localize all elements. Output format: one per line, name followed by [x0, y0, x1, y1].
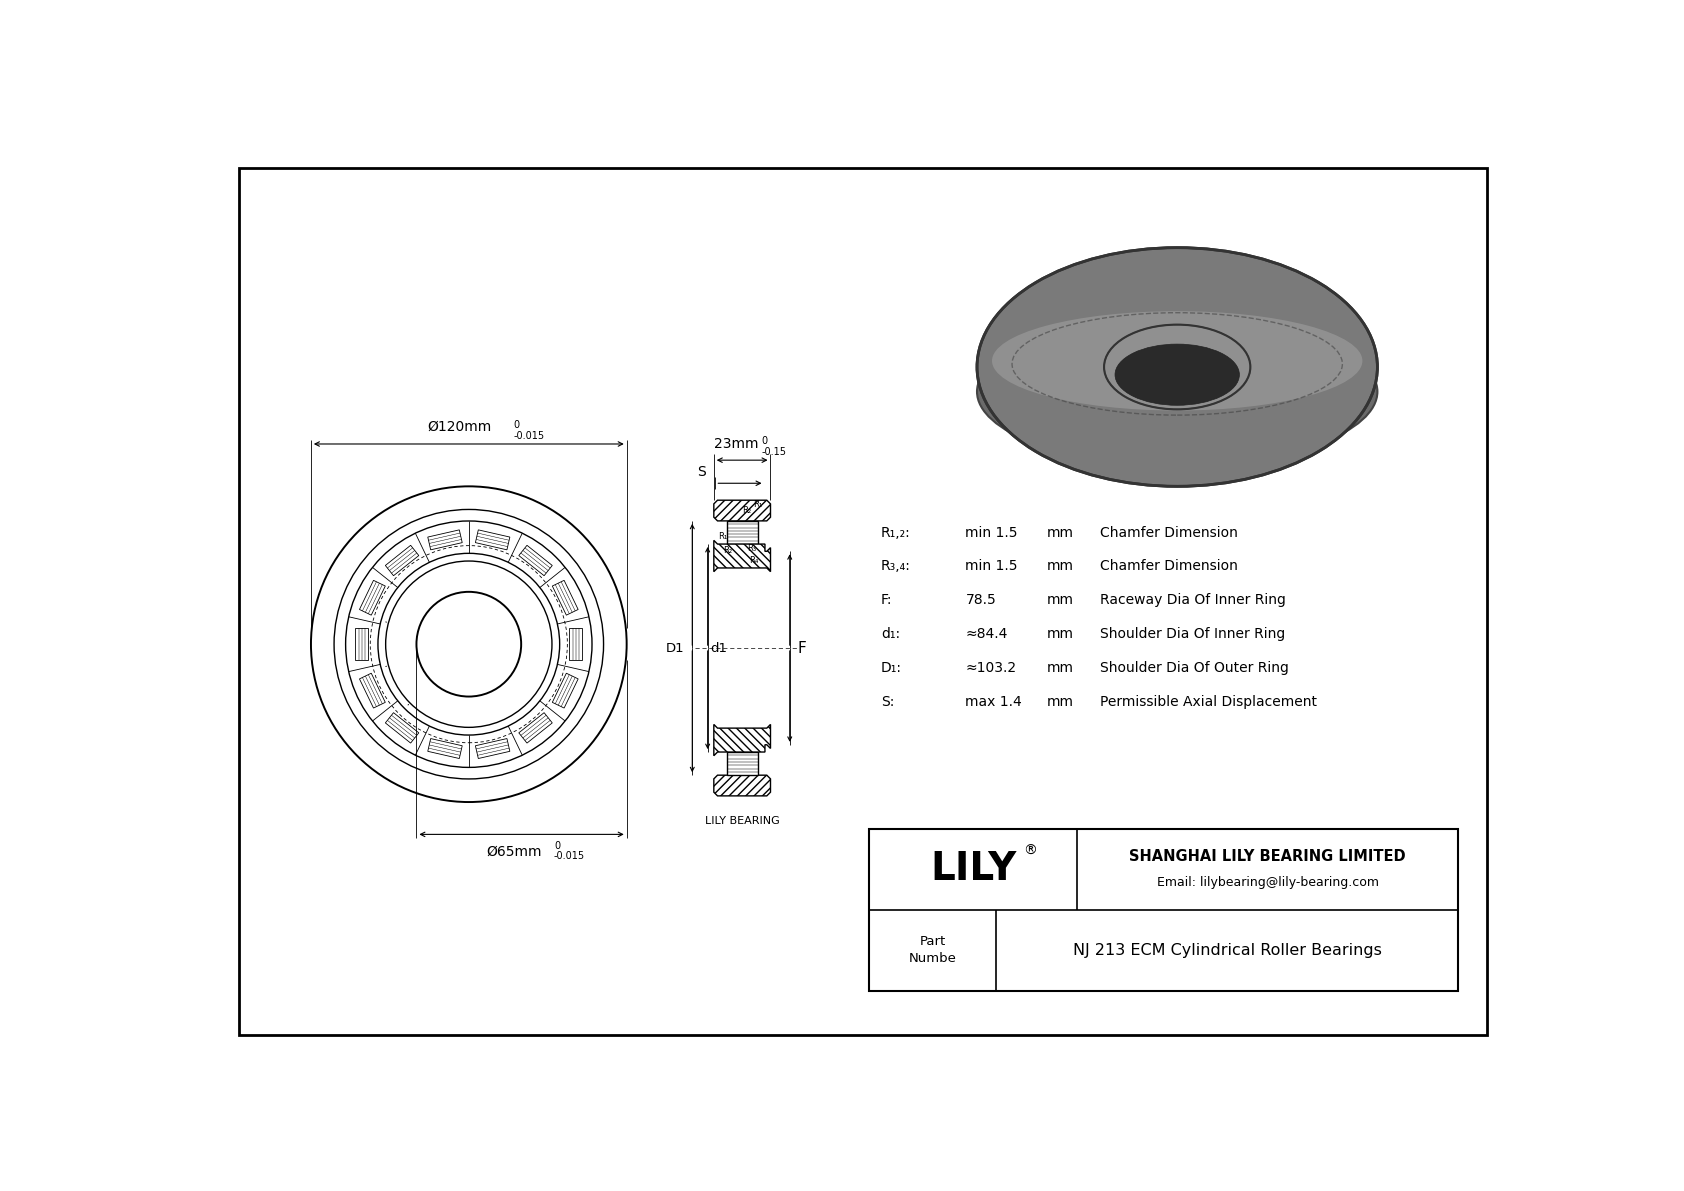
Ellipse shape: [992, 311, 1362, 411]
Text: LILY BEARING: LILY BEARING: [706, 816, 780, 825]
Text: min 1.5: min 1.5: [965, 525, 1017, 540]
Text: mm: mm: [1046, 628, 1073, 641]
Text: 0: 0: [761, 436, 768, 447]
Text: mm: mm: [1046, 560, 1073, 573]
Text: d₁:: d₁:: [881, 628, 899, 641]
Text: Raceway Dia Of Inner Ring: Raceway Dia Of Inner Ring: [1100, 593, 1287, 607]
Text: SHANGHAI LILY BEARING LIMITED: SHANGHAI LILY BEARING LIMITED: [1130, 849, 1406, 863]
Text: D₁:: D₁:: [881, 661, 901, 675]
Text: 0: 0: [554, 841, 561, 850]
Text: mm: mm: [1046, 661, 1073, 675]
Text: LILY: LILY: [930, 850, 1015, 888]
Text: Shoulder Dia Of Inner Ring: Shoulder Dia Of Inner Ring: [1100, 628, 1285, 641]
Text: Permissible Axial Displacement: Permissible Axial Displacement: [1100, 694, 1317, 709]
Text: R₁,₂:: R₁,₂:: [881, 525, 911, 540]
Text: F:: F:: [881, 593, 893, 607]
Text: min 1.5: min 1.5: [965, 560, 1017, 573]
Text: Chamfer Dimension: Chamfer Dimension: [1100, 560, 1238, 573]
Text: S: S: [697, 464, 706, 479]
Text: 78.5: 78.5: [965, 593, 997, 607]
Bar: [726, 752, 758, 775]
Text: S:: S:: [881, 694, 894, 709]
Text: F: F: [798, 641, 807, 655]
Text: mm: mm: [1046, 593, 1073, 607]
Polygon shape: [714, 500, 771, 520]
Text: ®: ®: [1024, 844, 1037, 858]
Text: R₂: R₂: [743, 506, 751, 516]
Text: 0: 0: [514, 420, 520, 430]
Text: Email: lilybearing@lily-bearing.com: Email: lilybearing@lily-bearing.com: [1157, 877, 1379, 888]
Text: Shoulder Dia Of Outer Ring: Shoulder Dia Of Outer Ring: [1100, 661, 1288, 675]
Text: -0.15: -0.15: [761, 447, 786, 457]
Text: ≈84.4: ≈84.4: [965, 628, 1007, 641]
Text: R₄: R₄: [749, 556, 758, 566]
Polygon shape: [714, 724, 771, 756]
Polygon shape: [714, 775, 771, 796]
Text: Ø120mm: Ø120mm: [428, 420, 492, 434]
Text: Part
Numbe: Part Numbe: [909, 935, 957, 965]
Text: Chamfer Dimension: Chamfer Dimension: [1100, 525, 1238, 540]
Text: d1: d1: [711, 642, 727, 655]
Ellipse shape: [1105, 325, 1250, 410]
Bar: [869, 829, 1458, 991]
Text: R₁: R₁: [717, 532, 727, 541]
Text: R₃: R₃: [746, 544, 756, 553]
Bar: [726, 520, 758, 544]
Text: 23mm: 23mm: [714, 437, 758, 451]
Ellipse shape: [1115, 344, 1239, 405]
Text: mm: mm: [1046, 694, 1073, 709]
Text: Ø65mm: Ø65mm: [487, 844, 542, 859]
Text: -0.015: -0.015: [554, 852, 584, 861]
Text: max 1.4: max 1.4: [965, 694, 1022, 709]
Text: R₁: R₁: [753, 500, 763, 510]
Text: R₂: R₂: [722, 545, 733, 555]
Text: ≈103.2: ≈103.2: [965, 661, 1017, 675]
Text: NJ 213 ECM Cylindrical Roller Bearings: NJ 213 ECM Cylindrical Roller Bearings: [1073, 943, 1381, 958]
Ellipse shape: [977, 248, 1378, 486]
Polygon shape: [714, 541, 771, 572]
Text: D1: D1: [665, 642, 685, 655]
Text: R₃,₄:: R₃,₄:: [881, 560, 911, 573]
Text: -0.015: -0.015: [514, 431, 544, 441]
Ellipse shape: [977, 318, 1378, 466]
Text: mm: mm: [1046, 525, 1073, 540]
